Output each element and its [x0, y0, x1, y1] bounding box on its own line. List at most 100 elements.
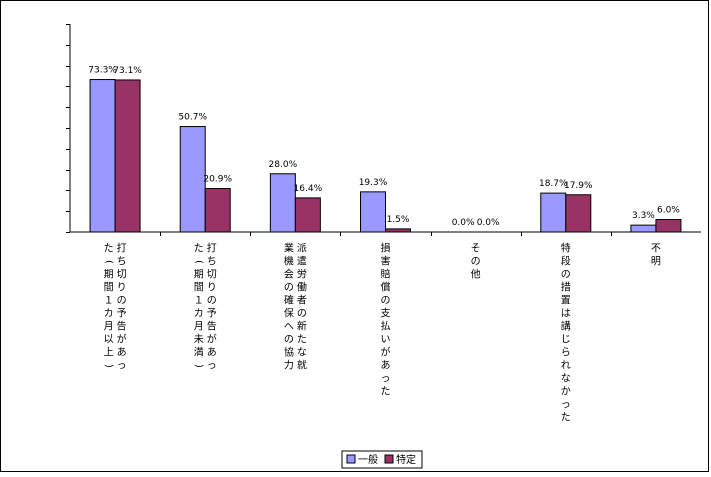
category-label-char: 特 [561, 243, 571, 255]
data-label: 73.3% [88, 66, 117, 76]
category-label-char: 段 [561, 255, 571, 268]
bar-ippan-5 [540, 192, 567, 233]
category-label-char: 支 [381, 308, 391, 320]
data-label: 20.9% [203, 175, 232, 185]
category-label-char: は [561, 308, 571, 320]
data-label: 3.3% [632, 211, 655, 221]
legend-label: 特定 [396, 453, 416, 466]
bar-tokutei-2 [294, 197, 321, 233]
category-label-char: 未 [194, 334, 204, 346]
category-label-char: あ [381, 360, 391, 372]
data-label: 0.0% [477, 218, 500, 228]
category-label-char: の [471, 257, 481, 268]
legend-swatch [384, 454, 394, 464]
category-label-char: 満 [194, 347, 204, 359]
category-label-char: 確 [284, 294, 294, 307]
bar-ippan-2 [269, 173, 296, 233]
category-label-char: カ [194, 308, 204, 320]
category-label-char: あ [207, 347, 217, 359]
category-label-char: 月 [104, 321, 114, 333]
category-label-4: その他 [471, 243, 481, 281]
category-label-char: 働 [297, 281, 307, 294]
data-label: 28.0% [269, 160, 298, 170]
category-label-char: 業 [284, 242, 294, 255]
bar-ippan-0 [89, 79, 116, 233]
category-label-char: ) [103, 364, 114, 368]
bars [89, 79, 682, 233]
data-label: 0.0% [452, 218, 475, 228]
category-label-char: っ [207, 361, 217, 372]
data-label: 6.0% [657, 206, 680, 216]
category-label-char: へ [284, 322, 294, 333]
category-label-char: り [117, 282, 127, 294]
category-label-char: 切 [207, 269, 217, 281]
category-label-char: 上 [104, 347, 114, 359]
bar-tokutei-6 [655, 219, 682, 233]
category-label-char: ( [193, 260, 204, 264]
category-labels: 打ち切りの予告があった(期間１カ月以上)打ち切りの予告があった(期間１カ月未満)… [103, 242, 661, 424]
data-label: 50.7% [178, 113, 207, 123]
category-label-char: 月 [194, 321, 204, 333]
bar-tokutei-0 [114, 79, 141, 233]
legend-box [341, 450, 423, 469]
category-label-6: 不明 [651, 244, 661, 268]
category-label-char: の [284, 283, 294, 294]
category-label-char: １ [194, 296, 204, 307]
category-label-char: 就 [297, 359, 307, 372]
category-label-char: ら [561, 347, 571, 359]
category-label-char: 不 [651, 244, 661, 255]
category-label-char: た [297, 334, 307, 346]
category-label-char: 損 [381, 242, 391, 255]
category-label-char: 以 [104, 335, 114, 346]
category-label-char: じ [561, 334, 571, 346]
category-label-char: 期 [194, 269, 204, 281]
category-label-char: 派 [297, 243, 307, 255]
category-label-char: 保 [284, 307, 294, 320]
category-label-char: 切 [117, 269, 127, 281]
category-label-char: 新 [297, 320, 307, 333]
data-label: 73.1% [113, 66, 142, 76]
category-label-char: が [381, 346, 391, 359]
bar-ippan-6 [630, 224, 657, 233]
category-label-char: れ [561, 360, 571, 372]
data-label: 17.9% [564, 181, 593, 191]
category-label-char: 予 [117, 308, 127, 320]
data-label: 18.7% [539, 179, 568, 189]
category-label-char: っ [117, 361, 127, 372]
category-label-char: そ [471, 243, 481, 255]
category-label-char: の [561, 270, 571, 281]
category-label-char: の [297, 309, 307, 320]
bar-ippan-3 [360, 191, 386, 233]
category-label-char: １ [104, 296, 114, 307]
category-label-char: 打 [117, 242, 127, 255]
category-label-char: か [561, 386, 571, 398]
category-label-char: の [284, 335, 294, 346]
category-label-char: っ [381, 374, 391, 385]
bar-tokutei-3 [385, 228, 411, 233]
category-label-char: が [117, 333, 127, 346]
category-label-char: 期 [104, 269, 114, 281]
category-label-char: 賠 [381, 268, 391, 281]
category-label-char: 償 [381, 281, 391, 294]
category-label-char: 機 [284, 255, 294, 268]
category-label-char: カ [104, 308, 114, 320]
category-label-char: 予 [207, 308, 217, 320]
category-label-char: ち [207, 256, 217, 268]
category-label-char: っ [561, 400, 571, 411]
data-label: 1.5% [387, 215, 410, 225]
category-label-char: 措 [561, 281, 571, 294]
category-label-char: 害 [381, 255, 391, 268]
category-label-char: 告 [207, 320, 217, 333]
category-label-char: の [381, 296, 391, 307]
category-label-char: り [207, 282, 217, 294]
legend-label: 一般 [358, 453, 378, 466]
category-label-char: 置 [561, 295, 571, 307]
category-label-char: ( [103, 260, 114, 264]
category-label-char: い [381, 335, 391, 346]
category-label-char: 力 [284, 359, 294, 372]
